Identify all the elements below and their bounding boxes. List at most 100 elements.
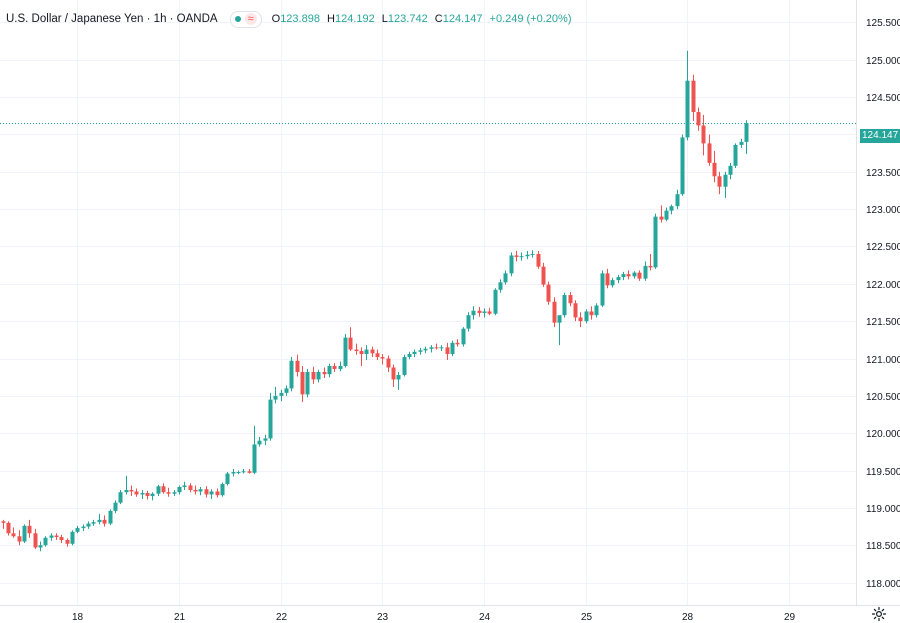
- candle-down: [348, 327, 353, 352]
- candle-up: [621, 271, 626, 281]
- candle-down: [134, 488, 139, 497]
- candle-up: [493, 288, 498, 316]
- candle-down: [626, 270, 631, 280]
- candle-up: [38, 541, 43, 552]
- candle-body: [300, 371, 305, 395]
- candle-down: [707, 134, 712, 166]
- candle-down: [659, 205, 664, 223]
- symbol-title[interactable]: U.S. Dollar / Japanese Yen · 1h · OANDA: [6, 13, 218, 25]
- candle-body: [423, 348, 428, 351]
- time-tick-label: 23: [377, 612, 389, 623]
- time-axis[interactable]: 18 21 22 23 24 25 28 29: [72, 612, 796, 623]
- candle-body: [22, 525, 27, 542]
- candle-body: [391, 367, 396, 380]
- candle-up: [241, 469, 246, 474]
- candle-up: [316, 369, 321, 383]
- candle-up: [364, 345, 369, 361]
- time-tick-label: 29: [784, 612, 796, 623]
- candle-up: [305, 368, 310, 398]
- candle-body: [65, 540, 70, 544]
- candle-body: [305, 371, 310, 395]
- price-tick-label: 123.500: [866, 168, 900, 179]
- candle-body: [375, 353, 380, 358]
- candle-body: [632, 272, 637, 277]
- high-label: H: [327, 13, 335, 25]
- candle-up: [327, 363, 332, 378]
- grid: [0, 0, 856, 605]
- candle-down: [161, 483, 166, 494]
- candle-up: [412, 349, 417, 358]
- candle-down: [129, 485, 134, 496]
- gear-icon[interactable]: [871, 606, 887, 622]
- candle-body: [519, 256, 524, 258]
- candle-up: [680, 134, 685, 196]
- candle-down: [193, 485, 198, 495]
- candle-up: [118, 489, 123, 505]
- candle-down: [380, 354, 385, 365]
- candle-body: [530, 253, 535, 255]
- candle-body: [225, 473, 230, 484]
- candle-up: [108, 509, 113, 526]
- candle-body: [11, 533, 16, 537]
- candle-body: [263, 438, 268, 441]
- candle-body: [536, 253, 541, 267]
- candle-body: [70, 531, 75, 544]
- candle-body: [525, 254, 530, 257]
- candle-up: [113, 500, 118, 514]
- candle-up: [600, 270, 605, 307]
- candle-down: [605, 268, 610, 289]
- candle-down: [215, 488, 220, 498]
- candle-body: [113, 502, 118, 511]
- candle-body: [198, 489, 203, 492]
- candle-up: [225, 472, 230, 486]
- candle-body: [364, 349, 369, 355]
- candle-up: [669, 204, 674, 215]
- candle-body: [396, 374, 401, 380]
- price-tick-label: 119.000: [866, 504, 900, 515]
- candle-body: [739, 141, 744, 145]
- candle-body: [466, 315, 471, 329]
- candle-down: [445, 342, 450, 361]
- candle-body: [204, 489, 209, 495]
- candle-body: [450, 342, 455, 355]
- candle-body: [455, 342, 460, 345]
- price-tick-label: 123.000: [866, 205, 900, 216]
- candle-body: [402, 357, 407, 375]
- candle-body: [145, 492, 150, 496]
- candle-up: [49, 533, 54, 541]
- candle-down: [33, 528, 38, 549]
- candle-body: [600, 273, 605, 306]
- candle-body: [669, 206, 674, 211]
- candle-body: [220, 484, 225, 496]
- candle-body: [562, 295, 567, 316]
- open-value: 123.898: [280, 13, 320, 25]
- candle-down: [514, 250, 519, 262]
- candle-body: [557, 315, 562, 323]
- price-tick-label: 119.500: [866, 467, 900, 478]
- candle-up: [685, 50, 690, 141]
- candle-up: [43, 536, 48, 547]
- status-group[interactable]: ≈: [229, 10, 262, 28]
- candle-up: [519, 252, 524, 261]
- candle-body: [6, 522, 11, 534]
- candle-up: [338, 361, 343, 372]
- candle-down: [568, 292, 573, 307]
- wave-icon: ≈: [244, 13, 257, 25]
- price-tick-label: 120.500: [866, 392, 900, 403]
- candle-down: [166, 487, 171, 497]
- candle-down: [6, 521, 11, 536]
- candle-up: [231, 469, 236, 477]
- candle-body: [343, 337, 348, 366]
- candle-up: [198, 486, 203, 496]
- candle-down: [701, 115, 706, 156]
- candle-up: [220, 482, 225, 497]
- candle-up: [289, 357, 294, 392]
- low-label: L: [381, 13, 388, 25]
- candle-body: [648, 265, 653, 268]
- candle-up: [509, 252, 514, 277]
- candle-body: [616, 277, 621, 281]
- price-axis[interactable]: 118.000 118.500 119.000 119.500 120.000 120.5…: [866, 18, 900, 590]
- candle-down: [691, 74, 696, 121]
- candle-up: [498, 279, 503, 293]
